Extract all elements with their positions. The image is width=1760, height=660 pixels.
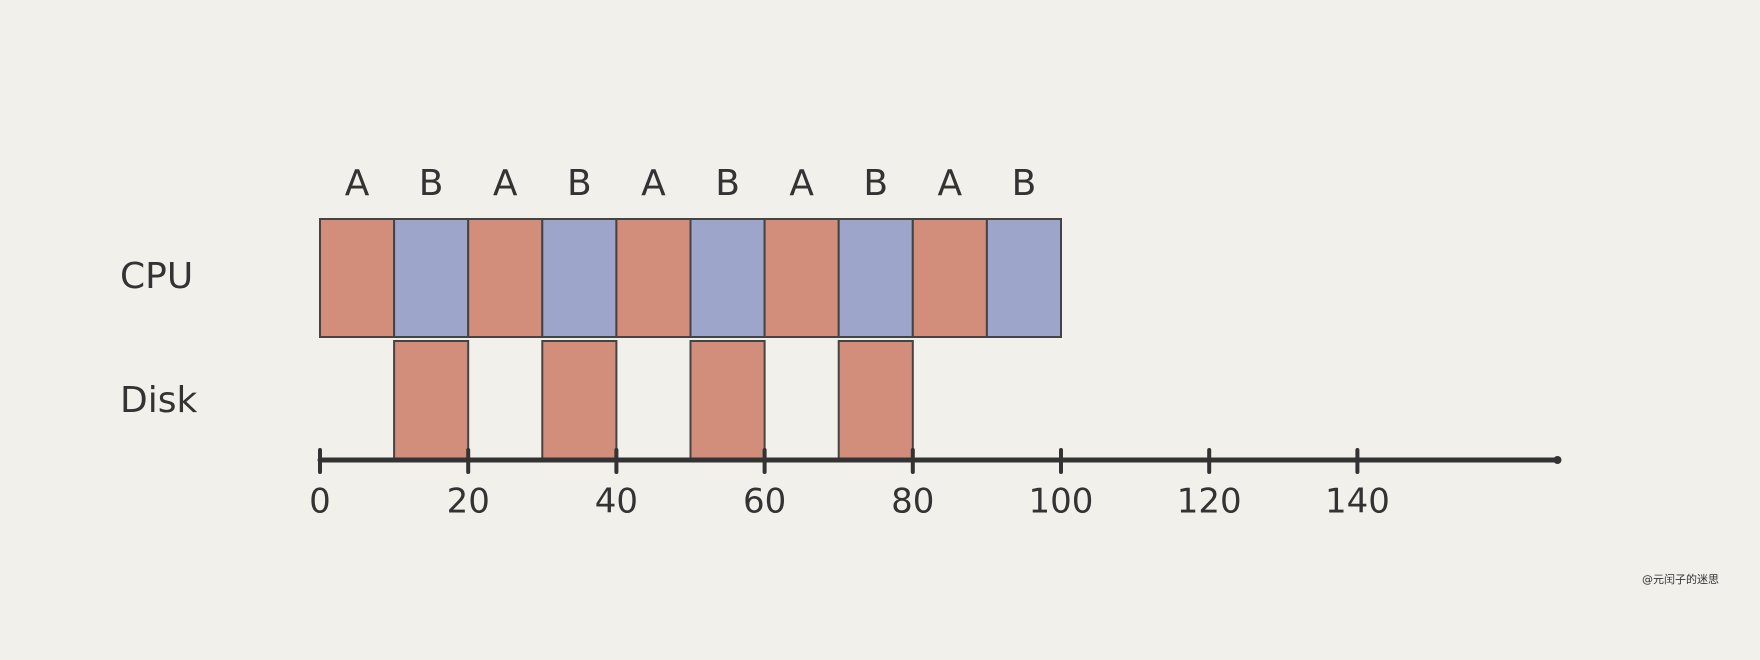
axis-end	[1553, 456, 1562, 464]
task-bar	[467, 218, 544, 338]
task-bar	[541, 218, 618, 338]
task-bar	[319, 218, 396, 338]
task-bar	[689, 340, 766, 461]
task-label: A	[938, 163, 963, 204]
x-tick-label: 20	[447, 482, 490, 522]
task-bar	[615, 218, 692, 338]
x-tick-label: 0	[309, 482, 331, 522]
task-label: A	[345, 163, 370, 204]
task-bar	[393, 218, 470, 338]
task-bar	[837, 340, 914, 461]
task-label: B	[1012, 163, 1037, 204]
x-tick-label: 40	[595, 482, 638, 522]
task-bar	[541, 340, 618, 461]
task-label: A	[493, 163, 518, 204]
task-bar	[837, 218, 914, 338]
x-tick-label: 140	[1325, 482, 1390, 522]
task-label: B	[715, 163, 740, 204]
task-bar	[985, 218, 1063, 338]
x-tick-label: 120	[1177, 482, 1242, 522]
task-bar	[393, 340, 470, 461]
x-tick-label: 80	[891, 482, 934, 522]
task-label: B	[567, 163, 592, 204]
x-tick-label: 100	[1029, 482, 1094, 522]
task-label: B	[419, 163, 444, 204]
task-label: B	[863, 163, 888, 204]
task-bar	[911, 218, 988, 338]
task-label: A	[641, 163, 666, 204]
watermark: @元闰子的迷思	[1642, 572, 1719, 586]
task-bar	[689, 218, 766, 338]
x-tick-label: 60	[743, 482, 786, 522]
row-label: Disk	[120, 380, 197, 421]
task-bar	[763, 218, 840, 338]
row-label: CPU	[120, 256, 193, 297]
task-label: A	[789, 163, 814, 204]
